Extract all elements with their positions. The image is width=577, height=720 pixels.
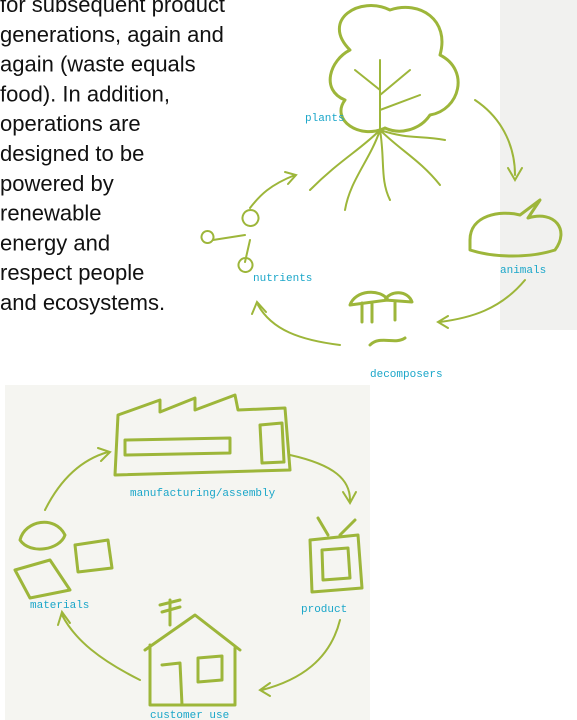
tree-crown [330,6,458,132]
canvas: for subsequent product generations, again… [0,0,577,720]
page: for subsequent product generations, again… [0,0,577,720]
text-line: food). In addition, [0,81,170,106]
cycle-label: plants [305,113,345,125]
text-line: renewable [0,201,102,226]
text-line: again (waste equals [0,52,196,77]
cycle-label: decomposers [370,369,443,381]
paragraph: for subsequent product generations, again… [0,0,225,315]
cycle-label: nutrients [253,273,312,285]
cycle-label: customer use [150,710,229,720]
text-line: for subsequent product [0,0,225,17]
cycle-label: animals [500,265,546,277]
cycle-label: manufacturing/assembly [130,488,276,500]
text-line: operations are [0,111,141,136]
text-line: generations, again and [0,22,224,47]
tree [310,6,458,210]
photo-background [500,0,577,330]
cycle-label: materials [30,600,89,612]
molecule [201,210,258,272]
cycle-label: product [301,604,347,616]
arrow [252,302,340,345]
branches [355,60,420,130]
mushrooms-worm [350,292,412,345]
arrow [250,172,296,208]
roots [310,130,445,210]
text-line: respect people [0,260,144,285]
text-line: energy and [0,230,110,255]
photo-background [5,385,370,720]
text-line: powered by [0,171,114,196]
text-line: designed to be [0,141,144,166]
text-line: and ecosystems. [0,290,165,315]
